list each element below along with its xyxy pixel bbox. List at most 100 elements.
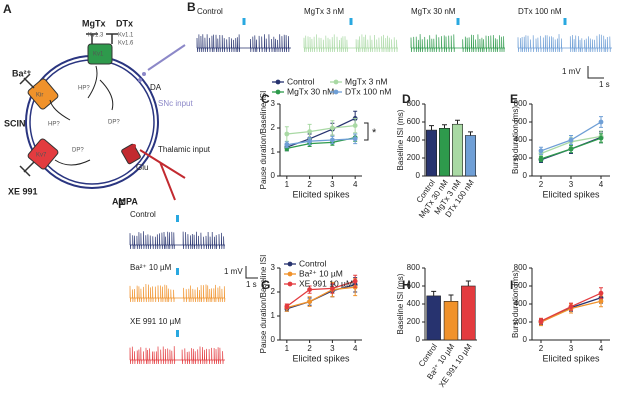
x-axis-label: Elicited spikes [292, 189, 350, 199]
legend-marker [275, 79, 281, 85]
series-line [286, 280, 356, 307]
y-axis-label: Baseline ISI (ms) [396, 109, 405, 170]
scale-label: 1 s [599, 80, 610, 89]
y-tick-label: 800 [407, 99, 421, 108]
x-axis-label: Elicited spikes [542, 353, 600, 363]
trace-label: Ba²⁺ 10 µM [130, 263, 172, 272]
data-point [307, 287, 313, 292]
y-tick-label: 400 [514, 299, 528, 308]
x-tick-label: 4 [353, 180, 358, 189]
thalamic-axon [139, 149, 186, 201]
y-tick-label: 0 [416, 335, 421, 344]
legend-label: MgTx 30 nM [287, 86, 334, 96]
x-tick-label: 1 [285, 344, 290, 353]
y-tick-label: 1 [271, 311, 276, 320]
legend-label: Control [287, 76, 315, 86]
data-point [352, 278, 358, 284]
data-point [352, 136, 358, 142]
series-line [286, 286, 356, 309]
y-axis-label: Burst duration (ms) [511, 270, 520, 338]
legend-marker [333, 79, 339, 85]
scale-bar [245, 266, 258, 279]
stimulus-marker [176, 268, 179, 275]
y-tick-label: 3 [271, 99, 276, 108]
data-point [307, 129, 313, 135]
annotation: * [372, 127, 377, 139]
data-point [329, 125, 335, 131]
x-tick-label: 2 [307, 344, 312, 353]
trace-label: Control [130, 210, 156, 219]
bar [438, 128, 450, 177]
data-point [568, 146, 574, 152]
data-point [568, 137, 574, 143]
significance-bracket [364, 122, 369, 141]
label: Glu [136, 163, 148, 172]
error-bar [429, 125, 434, 131]
panel-label: A [3, 2, 12, 16]
x-tick-label: 4 [353, 344, 358, 353]
x-tick-label: 4 [599, 180, 604, 189]
legend-marker [275, 89, 281, 95]
x-tick-label: 3 [330, 180, 335, 189]
voltage-trace [129, 231, 225, 250]
data-point [307, 138, 313, 144]
legend-label: DTx 100 nM [345, 86, 391, 96]
block-symbol [19, 161, 35, 177]
bar [461, 285, 476, 341]
y-tick-label: 2 [271, 123, 276, 132]
y-axis-label: Pause duration/Baseline ISI [259, 255, 268, 354]
ampa-receptor [121, 143, 141, 165]
stimulus-marker [242, 18, 246, 25]
kv7-channel [27, 138, 59, 170]
error-bar [465, 280, 471, 286]
trace-label: DTx 100 nM [518, 7, 562, 16]
da-vesicle [138, 78, 142, 82]
panel-label: G [261, 278, 270, 292]
voltage-trace [517, 34, 612, 53]
data-point [598, 298, 604, 304]
y-tick-label: 800 [514, 263, 528, 272]
data-point [538, 148, 544, 154]
legend-label: Ba²⁺ 10 µM [299, 268, 343, 278]
arrow [49, 65, 114, 166]
x-tick-label: 3 [330, 344, 335, 353]
trace-label: MgTx 3 nM [304, 7, 344, 16]
label: Ba²⁺ [12, 68, 32, 78]
bar [426, 295, 441, 341]
panel-label: C [261, 92, 270, 106]
y-tick-label: 0 [271, 335, 276, 344]
y-axis-label: Baseline ISI (ms) [396, 273, 405, 334]
error-bar [431, 290, 437, 296]
stimulus-marker [456, 18, 460, 25]
y-tick-label: 400 [407, 299, 421, 308]
legend-marker [287, 271, 293, 277]
data-point [538, 318, 544, 324]
panel-label: D [402, 92, 411, 106]
data-point [284, 131, 290, 137]
y-axis-label: Burst duration (ms) [511, 106, 520, 174]
snc-axon [147, 44, 186, 71]
label: SNc input [158, 99, 193, 108]
x-tick-label: 1 [285, 180, 290, 189]
data-point [329, 286, 335, 291]
label: Kv1.1 [118, 33, 134, 39]
series-line [286, 138, 356, 146]
error-bar [468, 131, 473, 136]
voltage-trace [129, 284, 226, 303]
y-tick-label: 200 [514, 153, 528, 162]
x-tick-label: 2 [539, 344, 544, 353]
label: Kv1.6 [118, 41, 134, 47]
kv1-channel [87, 43, 113, 65]
x-tick-label: 3 [569, 180, 574, 189]
data-point [284, 142, 290, 148]
legend-marker [287, 281, 293, 287]
label: AMPA [112, 196, 138, 206]
legend-marker [287, 261, 293, 267]
y-tick-label: 400 [407, 135, 421, 144]
y-tick-label: 800 [407, 263, 421, 272]
series-line [286, 124, 356, 135]
label: SCIN [4, 118, 26, 128]
x-axis-label: Elicited spikes [292, 353, 350, 363]
label: XE 991 [8, 186, 38, 196]
y-tick-label: 200 [514, 317, 528, 326]
